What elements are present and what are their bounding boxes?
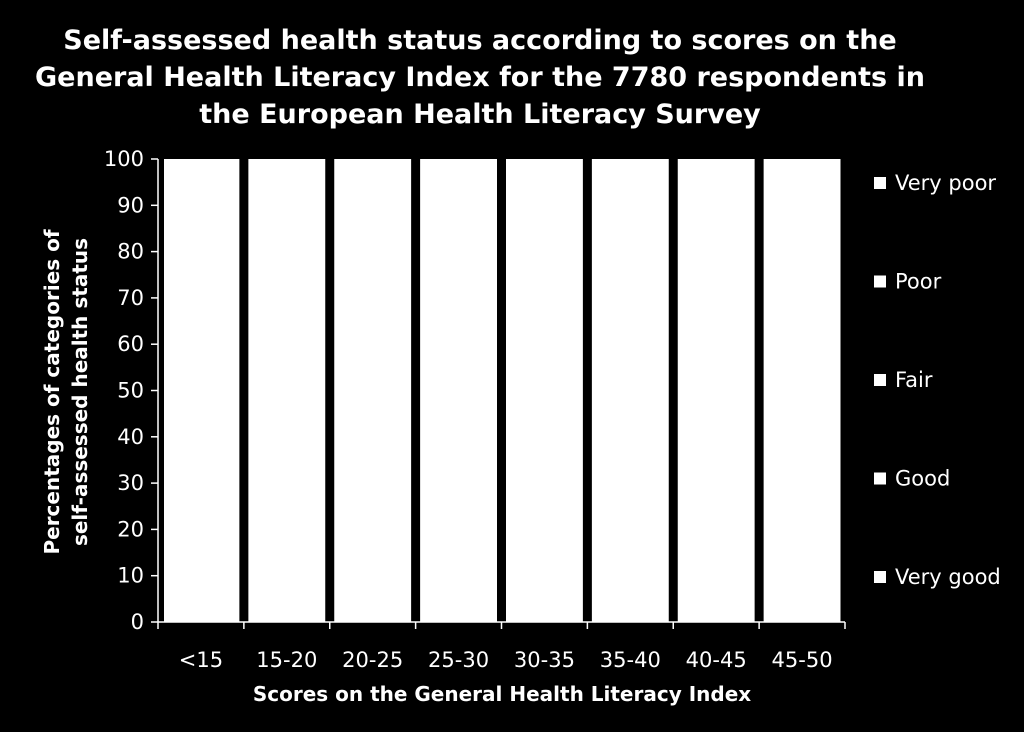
bar-1 (248, 159, 326, 622)
y-axis: 0 10 20 30 40 50 60 70 80 90 100 (104, 147, 159, 634)
y-tick-label-10: 100 (104, 147, 144, 171)
bars-group (164, 159, 841, 622)
y-axis-label-line-1: Percentages of categories of (40, 229, 64, 554)
x-tick-label-7: 45-50 (772, 648, 833, 672)
x-tick-label-2: 20-25 (342, 648, 403, 672)
legend-swatch-1 (874, 275, 886, 288)
y-tick-label-6: 60 (117, 332, 144, 356)
legend-swatch-0 (874, 177, 886, 189)
x-tick-label-3: 25-30 (428, 648, 489, 672)
chart-title: Self-assessed health status according to… (0, 22, 960, 133)
chart-title-line-1: Self-assessed health status according to… (63, 25, 897, 56)
legend-label-4: Very good (895, 565, 1001, 589)
legend-label-3: Good (895, 467, 950, 491)
legend-label-0: Very poor (895, 171, 996, 195)
bar-6 (677, 159, 755, 622)
y-axis-label: Percentages of categories of self-assess… (40, 229, 92, 554)
y-tick-label-1: 10 (117, 564, 144, 588)
bar-4 (506, 159, 583, 622)
chart-title-line-3: the European Health Literacy Survey (199, 99, 761, 130)
bar-7 (763, 159, 841, 622)
x-axis: <15 15-20 20-25 25-30 30-35 35-40 40-45 45-50 (157, 621, 846, 672)
x-tick-label-5: 35-40 (600, 648, 661, 672)
bar-5 (591, 159, 669, 622)
x-tick-label-0: <15 (179, 648, 223, 672)
y-tick-label-0: 0 (131, 610, 144, 634)
y-tick-label-8: 80 (117, 240, 144, 264)
x-tick-label-4: 30-35 (514, 648, 575, 672)
bar-3 (420, 159, 497, 622)
x-tick-label-1: 15-20 (256, 648, 317, 672)
legend: Very poor Poor Fair Good Very good (874, 171, 1001, 589)
bar-0 (164, 159, 240, 622)
x-tick-label-6: 40-45 (686, 648, 747, 672)
legend-swatch-3 (874, 472, 886, 485)
y-axis-label-line-2: self-assessed health status (68, 238, 92, 546)
y-tick-label-3: 30 (117, 471, 144, 495)
y-tick-label-7: 70 (117, 286, 144, 310)
x-axis-label: Scores on the General Health Literacy In… (253, 682, 751, 706)
legend-swatch-2 (874, 374, 886, 386)
legend-label-1: Poor (895, 270, 942, 294)
y-tick-label-9: 90 (117, 193, 144, 217)
y-tick-label-2: 20 (117, 517, 144, 541)
y-tick-label-5: 50 (117, 379, 144, 403)
y-tick-label-4: 40 (117, 425, 144, 449)
bar-2 (334, 159, 412, 622)
legend-swatch-4 (874, 571, 886, 583)
legend-label-2: Fair (895, 368, 933, 392)
chart-title-line-2: General Health Literacy Index for the 77… (35, 62, 925, 93)
